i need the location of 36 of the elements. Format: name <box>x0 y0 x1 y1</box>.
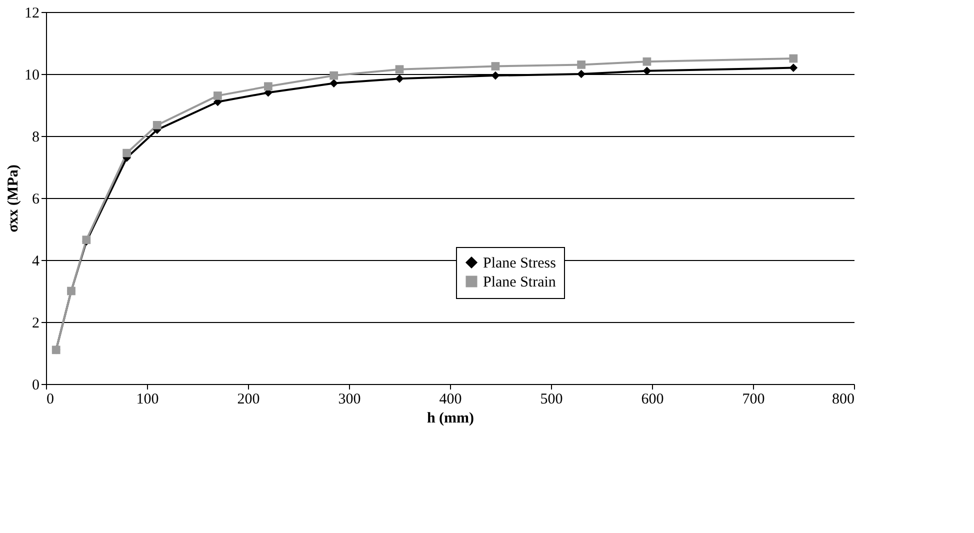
x-tick-label: 400 <box>439 392 462 408</box>
point <box>152 120 162 130</box>
point <box>642 66 652 76</box>
y-tick-label: 2 <box>32 316 40 332</box>
y-tick-label: 6 <box>32 192 40 208</box>
point <box>789 54 798 63</box>
point <box>789 64 798 72</box>
x-tick-label: 100 <box>136 392 159 408</box>
y-tick-label: 10 <box>24 68 40 84</box>
x-tick-label: 700 <box>742 392 765 408</box>
y-axis-title: σxx (MPa) <box>6 164 22 232</box>
legend-label: Plane Strain <box>483 274 556 290</box>
point <box>577 60 586 69</box>
point <box>264 82 272 91</box>
x-tick-label: 600 <box>641 392 664 408</box>
y-tick-label: 12 <box>24 6 40 22</box>
point <box>395 74 404 83</box>
point <box>395 65 404 74</box>
x-tick-label: 500 <box>540 392 563 408</box>
legend-label: Plane Stress <box>483 256 556 272</box>
point <box>491 71 500 80</box>
x-axis-title: h (mm) <box>426 410 474 426</box>
x-tick-label: 0 <box>46 392 54 408</box>
x-tick-label: 300 <box>338 392 361 408</box>
x-tick-label: 200 <box>237 392 260 408</box>
point <box>214 92 222 100</box>
point <box>330 71 338 80</box>
point <box>642 57 652 66</box>
y-tick-label: 4 <box>32 254 40 270</box>
point <box>491 62 500 70</box>
point <box>122 148 131 158</box>
y-tick-label: 8 <box>32 130 40 146</box>
point <box>577 70 586 78</box>
point <box>330 79 338 88</box>
y-tick-label: 0 <box>32 378 40 394</box>
x-tick-label: 800 <box>832 392 854 408</box>
